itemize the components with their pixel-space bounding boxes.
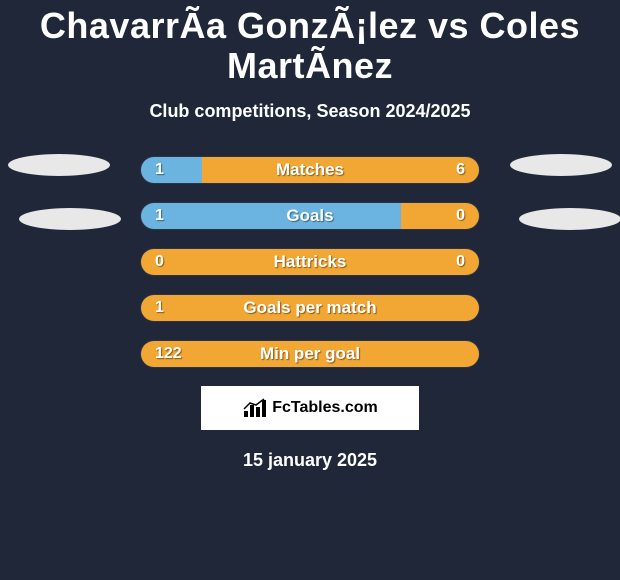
stat-row-min-per-goal: 122 Min per goal: [140, 340, 480, 368]
page-title: ChavarrÃ­a GonzÃ¡lez vs Coles MartÃ­nez: [0, 6, 620, 85]
stat-left-value: 1: [141, 203, 178, 230]
stat-right-value: 0: [442, 203, 479, 230]
avatar-placeholder: [519, 208, 620, 230]
stat-left-value: 0: [141, 249, 178, 276]
bars-icon: [242, 397, 268, 419]
stat-right-value: 6: [442, 157, 479, 184]
stat-left-value: 122: [141, 341, 196, 368]
stat-row-goals-per-match: 1 Goals per match: [140, 294, 480, 322]
stat-right-value: 0: [442, 249, 479, 276]
bar-right-segment: [202, 157, 479, 183]
bar-right-segment: [141, 249, 479, 275]
stat-right-value: [451, 295, 479, 322]
stat-left-value: 1: [141, 157, 178, 184]
avatar-placeholder: [8, 154, 110, 176]
date-line: 15 january 2025: [0, 450, 620, 471]
stat-right-value: [451, 341, 479, 368]
avatar-placeholder: [19, 208, 121, 230]
right-avatar-col: [480, 156, 620, 368]
subtitle: Club competitions, Season 2024/2025: [0, 101, 620, 122]
bar-right-segment: [141, 295, 479, 321]
stat-row-hattricks: 0 Hattricks 0: [140, 248, 480, 276]
stats-area: 1 Matches 6 1 Goals 0 0 Hattricks 0: [0, 156, 620, 368]
logo-text: FcTables.com: [272, 399, 378, 417]
left-avatar-col: [0, 156, 140, 368]
avatar-placeholder: [510, 154, 612, 176]
comparison-widget: ChavarrÃ­a GonzÃ¡lez vs Coles MartÃ­nez …: [0, 0, 620, 471]
stat-row-matches: 1 Matches 6: [140, 156, 480, 184]
bars-column: 1 Matches 6 1 Goals 0 0 Hattricks 0: [140, 156, 480, 368]
stat-row-goals: 1 Goals 0: [140, 202, 480, 230]
bar-left-segment: [141, 203, 401, 229]
source-logo: FcTables.com: [201, 386, 419, 430]
stat-left-value: 1: [141, 295, 178, 322]
